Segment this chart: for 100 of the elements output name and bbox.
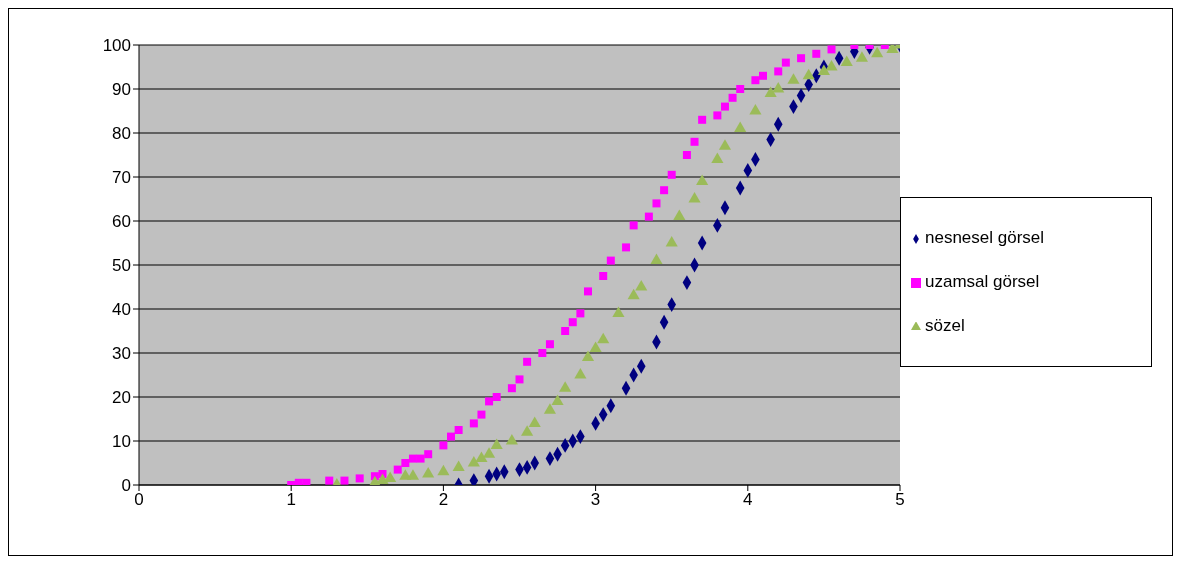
point [477, 410, 486, 419]
point [576, 309, 585, 318]
point [627, 288, 640, 300]
point [589, 341, 602, 353]
point [437, 464, 450, 476]
point [568, 318, 577, 327]
point [528, 416, 541, 427]
point [406, 469, 420, 480]
point [622, 243, 631, 252]
point [408, 454, 417, 463]
x-tick-label: 2 [438, 490, 449, 510]
point [559, 381, 572, 392]
point [734, 121, 747, 133]
point [416, 454, 425, 463]
point [401, 459, 410, 467]
point [424, 450, 433, 459]
point [475, 451, 488, 463]
point [855, 51, 869, 62]
point [827, 45, 836, 54]
point [469, 419, 478, 428]
point [612, 306, 625, 317]
point [667, 170, 676, 179]
y-tick-label: 10 [112, 432, 131, 452]
x-tick-label: 4 [743, 490, 753, 510]
point [467, 455, 480, 467]
point [492, 393, 501, 401]
y-tick-label: 0 [121, 476, 131, 496]
point [551, 394, 564, 405]
point [682, 151, 691, 159]
point [749, 103, 762, 115]
point [439, 441, 448, 450]
point [802, 68, 815, 80]
point [812, 49, 821, 58]
legend-label: sözel [925, 316, 965, 335]
point [485, 397, 494, 406]
point [599, 272, 608, 280]
point [581, 350, 595, 361]
point [606, 256, 615, 265]
point [505, 433, 518, 445]
point [583, 287, 592, 296]
point [454, 426, 463, 434]
y-tick-label: 60 [112, 212, 131, 232]
point [521, 425, 534, 436]
point [736, 85, 745, 93]
y-tick-label: 80 [112, 124, 131, 144]
point [781, 58, 790, 67]
point [340, 476, 349, 485]
y-tick-label: 70 [112, 168, 131, 188]
y-tick-label: 90 [112, 80, 131, 100]
y-tick-label: 20 [112, 388, 131, 408]
point [355, 474, 364, 483]
point [561, 327, 570, 335]
point [772, 81, 785, 93]
x-tick-label: 3 [590, 490, 601, 510]
point [713, 111, 722, 120]
point [452, 460, 465, 471]
point [482, 447, 496, 458]
point [538, 349, 547, 357]
point [688, 191, 701, 203]
point [644, 212, 653, 221]
point [507, 384, 516, 393]
point [515, 375, 524, 384]
point [574, 367, 587, 379]
point [690, 137, 699, 146]
point [720, 102, 729, 111]
point [650, 253, 663, 265]
legend-label: uzamsal görsel [925, 272, 1040, 291]
y-tick-label: 100 [102, 36, 131, 56]
point [696, 174, 709, 185]
y-tick-label: 30 [112, 344, 131, 364]
point [759, 71, 768, 80]
point [447, 432, 456, 441]
point [825, 59, 838, 71]
point [523, 357, 532, 366]
x-tick-label: 0 [134, 490, 144, 510]
point [797, 54, 806, 63]
y-tick-label: 40 [112, 300, 131, 320]
x-tick-label: 5 [895, 490, 905, 510]
point [545, 340, 554, 349]
point [711, 152, 724, 163]
point [665, 235, 678, 247]
point [817, 64, 830, 75]
point [393, 465, 402, 474]
point [751, 76, 760, 85]
point [774, 67, 783, 76]
point [787, 73, 800, 84]
point [302, 478, 311, 485]
point [490, 438, 503, 449]
point [764, 86, 777, 97]
point [652, 199, 661, 208]
point [660, 186, 669, 195]
x-tick-label: 1 [286, 490, 296, 510]
point [673, 209, 686, 221]
point [871, 46, 884, 58]
point [840, 55, 853, 67]
point [728, 93, 737, 102]
point [597, 332, 610, 344]
y-tick-label: 50 [112, 256, 131, 276]
point [635, 279, 648, 291]
point [422, 466, 435, 478]
